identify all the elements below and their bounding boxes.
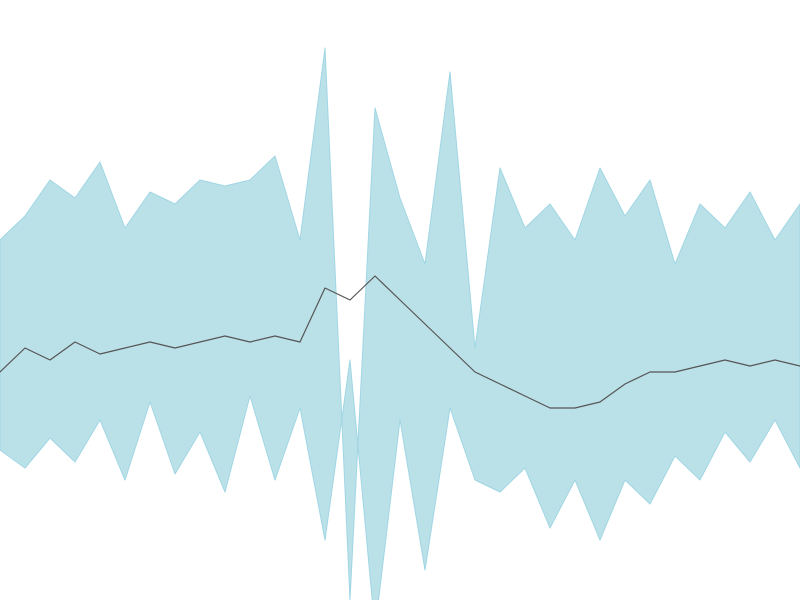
confidence-band-chart: [0, 0, 800, 600]
confidence-band: [0, 48, 800, 600]
